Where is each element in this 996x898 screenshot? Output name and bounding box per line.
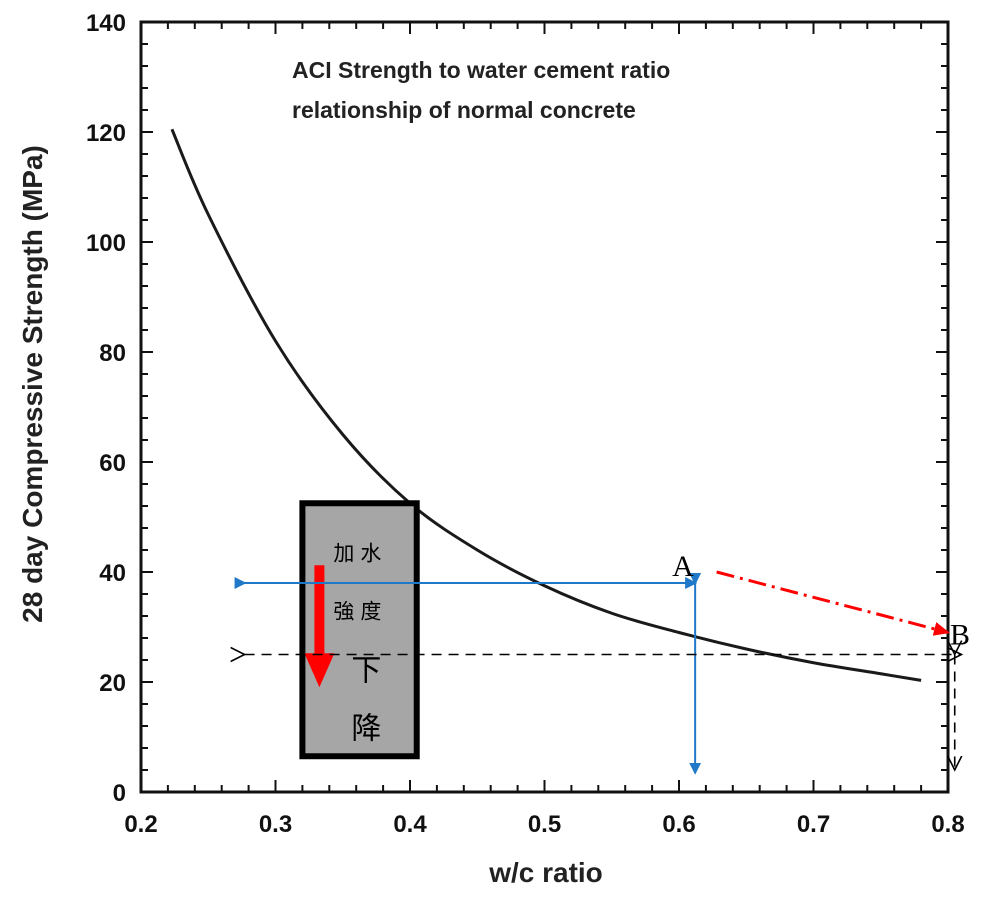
red-dashdot-arrow xyxy=(716,570,950,636)
x-tick-label: 0.7 xyxy=(797,811,830,838)
textbox-char: 度 xyxy=(360,599,381,623)
chart-title-line-1: ACI Strength to water cement ratio xyxy=(292,57,670,83)
x-tick-label: 0.6 xyxy=(662,811,695,838)
strength-curve xyxy=(170,128,922,682)
textbox-char: 加 xyxy=(333,541,354,565)
y-axis-title: 28 day Compressive Strength (MPa) xyxy=(17,145,48,623)
x-tick-label: 0.8 xyxy=(931,811,964,838)
y-tick-label: 0 xyxy=(113,780,126,807)
y-tick-label: 40 xyxy=(99,560,126,587)
point-b-label: B xyxy=(950,619,970,652)
textbox-char-large: 降 xyxy=(351,711,381,746)
point-a-label: A xyxy=(672,550,694,583)
x-tick-label: 0.2 xyxy=(124,811,157,838)
y-tick-label: 80 xyxy=(99,340,126,367)
textbox-char: 強 xyxy=(333,599,354,623)
plot-frame xyxy=(139,20,950,794)
y-tick-label: 100 xyxy=(86,230,126,257)
chart-title-line-2: relationship of normal concrete xyxy=(292,97,636,123)
x-tick-label: 0.4 xyxy=(393,811,427,838)
textbox-char: 水 xyxy=(360,541,381,565)
y-tick-label: 60 xyxy=(99,450,126,477)
axis-ticks xyxy=(140,21,949,793)
y-tick-label: 120 xyxy=(86,120,126,147)
y-tick-label: 20 xyxy=(99,670,126,697)
x-axis-title: w/c ratio xyxy=(488,857,603,888)
y-tick-label: 140 xyxy=(86,10,126,37)
x-tick-label: 0.3 xyxy=(259,811,292,838)
x-tick-label: 0.5 xyxy=(528,811,561,838)
red-down-arrow-shaft xyxy=(314,565,325,661)
textbox-char-large: 下 xyxy=(351,653,381,688)
textbox: 加水強 度下降 xyxy=(299,500,420,760)
